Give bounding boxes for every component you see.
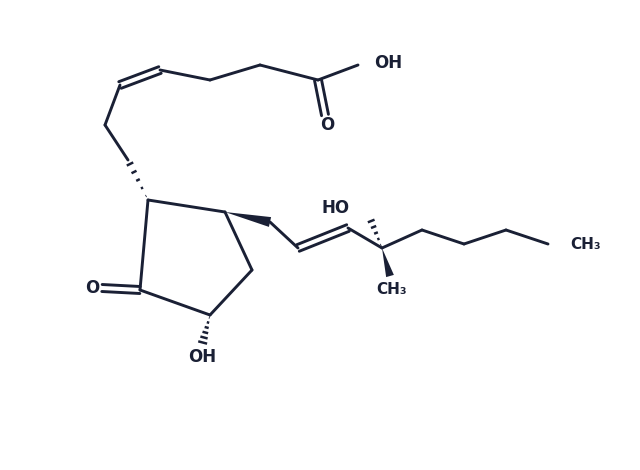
Text: CH₃: CH₃ [570, 236, 600, 251]
Text: OH: OH [374, 54, 402, 72]
Polygon shape [225, 212, 271, 227]
Text: O: O [320, 116, 334, 134]
Text: HO: HO [322, 199, 350, 217]
Text: CH₃: CH₃ [377, 282, 407, 297]
Text: OH: OH [188, 348, 216, 366]
Text: O: O [85, 279, 99, 297]
Polygon shape [382, 248, 394, 277]
